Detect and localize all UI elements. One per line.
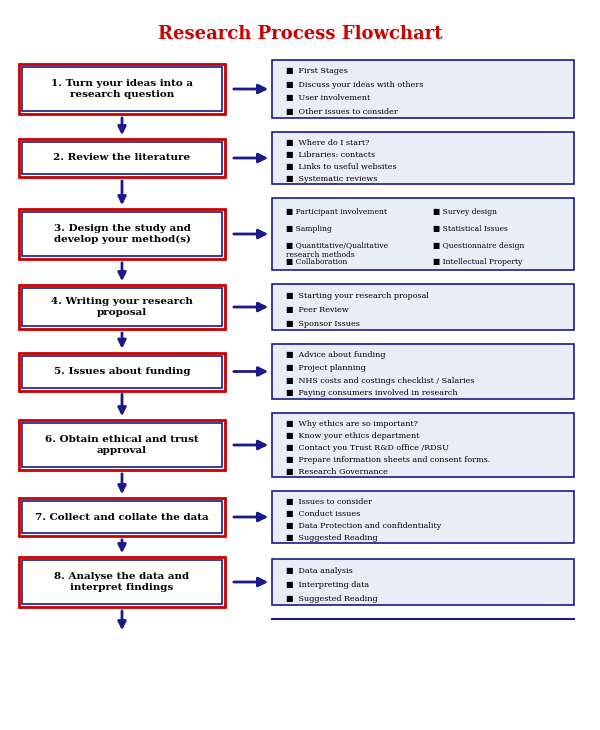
Text: 3. Design the study and
develop your method(s): 3. Design the study and develop your met… <box>53 224 190 244</box>
Text: ■  Links to useful websites: ■ Links to useful websites <box>286 163 397 171</box>
Text: Research Process Flowchart: Research Process Flowchart <box>158 25 442 43</box>
FancyBboxPatch shape <box>19 64 225 114</box>
Text: ■  Conduct issues: ■ Conduct issues <box>286 510 360 518</box>
Text: ■  Systematic reviews: ■ Systematic reviews <box>286 175 377 183</box>
Text: ■ Sampling: ■ Sampling <box>286 225 332 233</box>
FancyBboxPatch shape <box>19 498 225 536</box>
FancyBboxPatch shape <box>22 356 222 388</box>
FancyBboxPatch shape <box>22 501 222 533</box>
Text: ■ Participant involvement: ■ Participant involvement <box>286 208 387 216</box>
Text: ■  Why ethics are so important?: ■ Why ethics are so important? <box>286 420 418 428</box>
Text: ■  Know your ethics department: ■ Know your ethics department <box>286 431 419 439</box>
Text: ■ Collaboration: ■ Collaboration <box>286 258 347 266</box>
Text: 7. Collect and collate the data: 7. Collect and collate the data <box>35 512 209 521</box>
FancyBboxPatch shape <box>19 209 225 259</box>
Text: 2. Review the literature: 2. Review the literature <box>53 153 191 163</box>
Text: ■ Statistical Issues: ■ Statistical Issues <box>433 225 508 233</box>
Text: ■  Data Protection and confidentiality: ■ Data Protection and confidentiality <box>286 522 441 530</box>
Text: ■  Interpreting data: ■ Interpreting data <box>286 580 369 588</box>
Text: 4. Writing your research
proposal: 4. Writing your research proposal <box>51 297 193 317</box>
Text: ■  Suggested Reading: ■ Suggested Reading <box>286 534 377 542</box>
Text: ■  Prepare information sheets and consent forms.: ■ Prepare information sheets and consent… <box>286 456 490 464</box>
Text: ■  Starting your research proposal: ■ Starting your research proposal <box>286 292 429 300</box>
FancyBboxPatch shape <box>22 212 222 256</box>
FancyBboxPatch shape <box>19 557 225 607</box>
FancyBboxPatch shape <box>272 284 574 330</box>
FancyBboxPatch shape <box>272 60 574 118</box>
Text: ■  Where do I start?: ■ Where do I start? <box>286 139 370 147</box>
Text: ■  NHS costs and costings checklist / Salaries: ■ NHS costs and costings checklist / Sal… <box>286 377 475 385</box>
Text: ■  Project planning: ■ Project planning <box>286 364 366 372</box>
FancyBboxPatch shape <box>22 67 222 111</box>
Text: ■  Suggested Reading: ■ Suggested Reading <box>286 594 377 602</box>
Text: ■  Contact you Trust R&D office /RDSU: ■ Contact you Trust R&D office /RDSU <box>286 444 449 452</box>
FancyBboxPatch shape <box>19 420 225 470</box>
Text: ■  Advice about funding: ■ Advice about funding <box>286 351 386 359</box>
Text: ■  Discuss your ideas with others: ■ Discuss your ideas with others <box>286 81 424 89</box>
FancyBboxPatch shape <box>272 413 574 477</box>
FancyBboxPatch shape <box>272 344 574 399</box>
Text: ■  First Stages: ■ First Stages <box>286 67 348 75</box>
Text: 5. Issues about funding: 5. Issues about funding <box>54 367 190 376</box>
Text: ■  Other issues to consider: ■ Other issues to consider <box>286 108 398 116</box>
Text: ■  Data analysis: ■ Data analysis <box>286 566 353 575</box>
FancyBboxPatch shape <box>272 132 574 184</box>
Text: ■  Paying consumers involved in research: ■ Paying consumers involved in research <box>286 389 458 397</box>
Text: ■  User involvement: ■ User involvement <box>286 94 370 102</box>
Text: ■  Libraries: contacts: ■ Libraries: contacts <box>286 150 375 158</box>
Text: 1. Turn your ideas into a
research question: 1. Turn your ideas into a research quest… <box>51 80 193 99</box>
Text: ■ Questionnaire design: ■ Questionnaire design <box>433 242 524 250</box>
FancyBboxPatch shape <box>19 285 225 329</box>
FancyBboxPatch shape <box>19 139 225 177</box>
Text: ■  Sponsor Issues: ■ Sponsor Issues <box>286 320 360 328</box>
FancyBboxPatch shape <box>272 491 574 543</box>
FancyBboxPatch shape <box>22 288 222 326</box>
Text: 6. Obtain ethical and trust
approval: 6. Obtain ethical and trust approval <box>45 435 199 455</box>
FancyBboxPatch shape <box>22 423 222 467</box>
FancyBboxPatch shape <box>22 560 222 604</box>
FancyBboxPatch shape <box>19 353 225 391</box>
Text: ■  Peer Review: ■ Peer Review <box>286 306 349 314</box>
Text: ■ Survey design: ■ Survey design <box>433 208 497 216</box>
FancyBboxPatch shape <box>272 198 574 270</box>
Text: ■ Quantitative/Qualitative
research methods: ■ Quantitative/Qualitative research meth… <box>286 242 388 258</box>
FancyBboxPatch shape <box>22 142 222 174</box>
Text: ■  Research Governance: ■ Research Governance <box>286 468 388 476</box>
Text: ■ Intellectual Property: ■ Intellectual Property <box>433 258 522 266</box>
FancyBboxPatch shape <box>272 559 574 605</box>
Text: ■  Issues to consider: ■ Issues to consider <box>286 498 372 506</box>
Text: 8. Analyse the data and
interpret findings: 8. Analyse the data and interpret findin… <box>55 572 190 592</box>
